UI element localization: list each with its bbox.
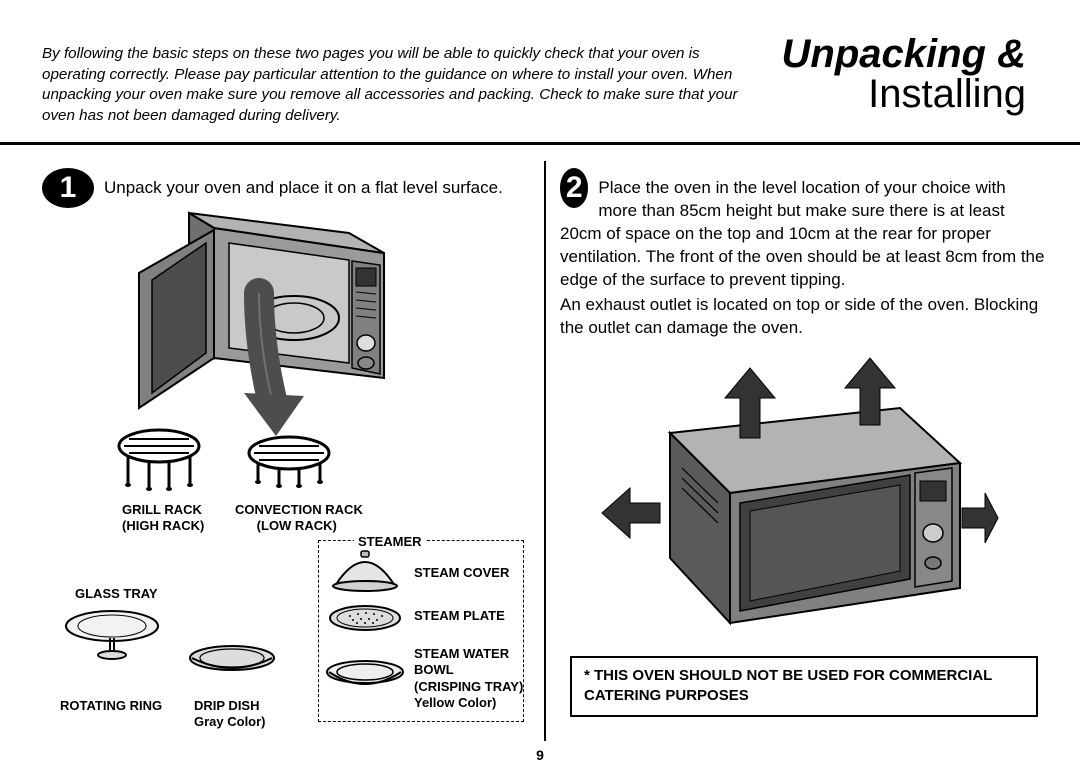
label-steam-cover: STEAM COVER — [414, 565, 509, 581]
steam-water-bowl-icon — [323, 658, 407, 693]
step-1-text: Unpack your oven and place it on a flat … — [104, 168, 503, 200]
step-2-badge: 2 — [560, 168, 588, 208]
step-2-continuation: 20cm of space on the top and 10cm at the… — [560, 223, 1045, 292]
label-rotating-ring: ROTATING RING — [60, 698, 162, 714]
grill-rack-icon — [114, 426, 204, 496]
steam-cover-icon — [325, 548, 405, 593]
step-1-badge: 1 — [42, 168, 94, 208]
horizontal-rule — [0, 142, 1080, 145]
step-2-exhaust: An exhaust outlet is located on top or s… — [560, 294, 1045, 340]
title-italic: Unpacking & — [782, 34, 1026, 74]
step-2-lead: Place the oven in the level location of … — [598, 168, 1045, 223]
step-2-line: 2 Place the oven in the level location o… — [560, 168, 1045, 223]
drip-dish-icon — [187, 643, 277, 678]
vertical-divider — [544, 161, 546, 741]
step-1-line: 1 Unpack your oven and place it on a fla… — [42, 168, 537, 208]
label-grill-rack: GRILL RACK(HIGH RACK) — [122, 502, 204, 535]
label-drip-dish: DRIP DISHGray Color) — [194, 698, 266, 731]
column-left: 1 Unpack your oven and place it on a fla… — [42, 168, 537, 208]
microwave-ventilation-illustration — [600, 353, 1000, 633]
page-number: 9 — [0, 747, 1080, 763]
page-title: Unpacking & Installing — [782, 34, 1026, 114]
glass-tray-icon — [62, 608, 162, 663]
label-steam-plate: STEAM PLATE — [414, 608, 505, 624]
title-regular: Installing — [782, 74, 1026, 114]
label-convection-rack: CONVECTION RACK (LOW RACK) — [235, 502, 363, 535]
page-header: By following the basic steps on these tw… — [0, 0, 1080, 136]
warning-box: * THIS OVEN SHOULD NOT BE USED FOR COMME… — [570, 656, 1038, 717]
column-right: 2 Place the oven in the level location o… — [560, 168, 1045, 340]
convection-rack-icon — [244, 433, 334, 493]
label-glass-tray: GLASS TRAY — [75, 586, 158, 602]
label-steam-water-bowl: STEAM WATER BOWL (CRISPING TRAY) Yellow … — [414, 646, 523, 711]
microwave-open-illustration — [94, 208, 404, 438]
intro-paragraph: By following the basic steps on these tw… — [42, 40, 782, 126]
steam-plate-icon — [325, 603, 405, 633]
